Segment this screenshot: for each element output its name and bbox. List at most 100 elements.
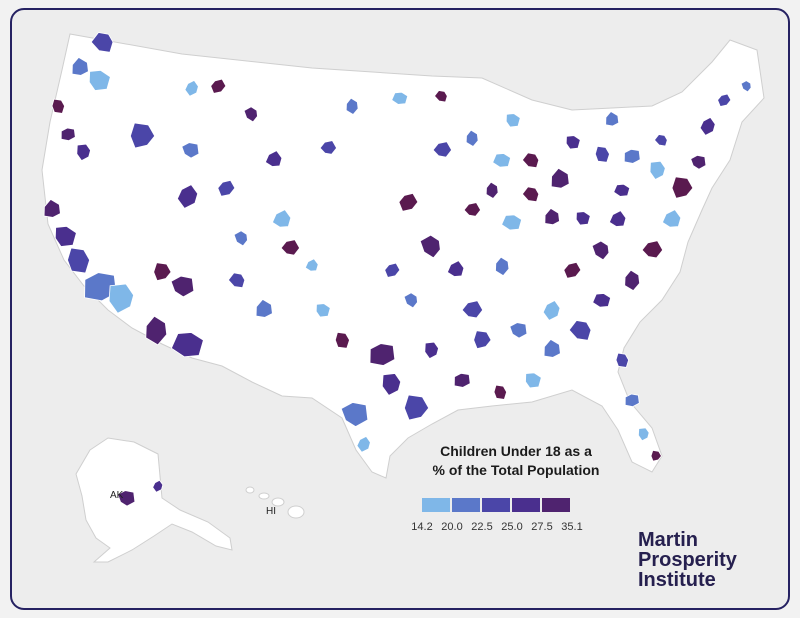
metro-area (521, 152, 540, 169)
metro-area (650, 449, 662, 462)
legend-tick-1: 14.2 (411, 521, 433, 533)
metro-area (521, 186, 540, 203)
metro-area (117, 490, 136, 507)
metro-area (90, 32, 114, 53)
metro-area (505, 113, 521, 128)
legend-tick-4: 25.0 (501, 521, 523, 533)
metro-area (624, 393, 640, 408)
legend-title-line2: % of the Total Population (432, 462, 600, 478)
metro-area (501, 214, 523, 231)
metro-area (403, 394, 430, 421)
metro-area (671, 176, 694, 199)
metro-area (51, 98, 66, 114)
metro-area (495, 256, 510, 277)
metro-area (637, 427, 650, 442)
metro-area (653, 134, 668, 147)
metro-area (649, 160, 666, 181)
metro-area (340, 402, 369, 428)
legend-title: Children Under 18 as a % of the Total Po… (410, 442, 622, 480)
metro-area (613, 183, 631, 197)
metro-area (492, 153, 512, 168)
metro-area (398, 192, 419, 212)
metro-area (446, 260, 465, 277)
metro-area (543, 338, 561, 358)
metro-area (67, 247, 91, 274)
logo-line1: Martin (638, 529, 698, 551)
metro-area (485, 181, 499, 200)
metro-area (544, 207, 560, 226)
metro-area (181, 142, 200, 159)
metro-area (243, 106, 258, 123)
metro-area (568, 320, 592, 341)
metro-area (740, 80, 752, 93)
metro-area (575, 211, 591, 226)
legend-swatch-4 (512, 498, 540, 512)
metro-area (563, 261, 582, 279)
alaska-label: AK (110, 490, 124, 501)
metro-area (170, 275, 195, 298)
metro-area (381, 373, 402, 396)
metro-area (315, 303, 331, 318)
metro-area (391, 91, 409, 105)
metro-area (129, 122, 156, 149)
metro-area (433, 90, 448, 103)
logo-line2: Prosperity (638, 549, 737, 571)
metro-area (624, 269, 641, 292)
metro-area (71, 56, 89, 76)
metro-area (152, 479, 164, 493)
metro-area (525, 372, 542, 389)
metro-area (227, 272, 246, 289)
metro-area (641, 240, 664, 259)
metro-area (463, 202, 482, 217)
legend-ticks: 14.2 20.0 22.5 25.0 27.5 35.1 (411, 521, 622, 537)
metro-area (605, 110, 620, 127)
logo-line3: Institute (638, 569, 716, 591)
legend-swatch-2 (452, 498, 480, 512)
metro-area (717, 93, 732, 107)
legend-tick-6: 35.1 (561, 521, 583, 533)
metro-area (594, 145, 610, 163)
metro-area (54, 225, 77, 247)
metro-area (550, 167, 570, 189)
metro-area (304, 258, 319, 272)
metro-area (280, 239, 301, 256)
legend-swatch-3 (482, 498, 510, 512)
metro-area (334, 331, 350, 349)
metro-area (699, 116, 716, 136)
metro-area (153, 262, 172, 282)
alaska-outline (75, 437, 233, 563)
metro-area (661, 209, 682, 228)
metro-area (461, 300, 484, 319)
metro-area (623, 148, 641, 164)
hawaii-islands (245, 486, 305, 519)
metro-area (145, 315, 168, 346)
metro-area (176, 184, 199, 209)
metro-area (60, 127, 76, 142)
metro-area (690, 154, 707, 170)
metro-area (76, 143, 91, 162)
metro-area (210, 78, 227, 94)
metro-area (88, 69, 111, 91)
hawaii-label: HI (266, 506, 276, 517)
legend-swatch-1 (422, 498, 450, 512)
metro-area (255, 298, 273, 318)
legend-title-line1: Children Under 18 as a (440, 443, 592, 459)
metro-area (217, 179, 236, 197)
us-map (41, 32, 765, 563)
metro-area (170, 332, 204, 358)
map-frame: AK HI Children Under 18 as a % of the To… (10, 8, 790, 610)
metro-area (384, 262, 401, 278)
legend-color-bar (422, 498, 622, 512)
legend-tick-5: 27.5 (531, 521, 553, 533)
legend-swatch-5 (542, 498, 570, 512)
metro-area (369, 343, 396, 366)
metro-area (465, 129, 479, 148)
legend-tick-3: 22.5 (471, 521, 493, 533)
metro-area (271, 209, 292, 228)
metro-area (432, 141, 453, 158)
metro-area (473, 330, 492, 350)
metro-area (403, 292, 418, 309)
metro-area (424, 341, 439, 360)
metro-area (233, 230, 248, 247)
metro-area (615, 352, 630, 368)
